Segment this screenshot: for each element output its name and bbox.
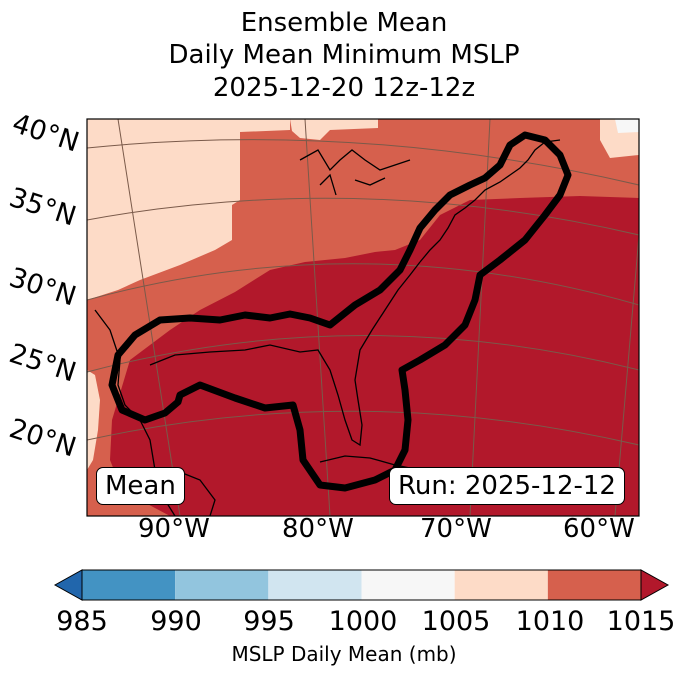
mslp-field-1000-ne (615, 119, 639, 133)
colorbar-label: MSLP Daily Mean (mb) (231, 642, 457, 666)
lat-line-25 (87, 335, 639, 373)
yucatan-coast (174, 469, 216, 516)
mean-label-box: Mean (96, 467, 185, 505)
lat-line-40 (87, 139, 639, 186)
cbar-under-arrow (53, 569, 83, 601)
title-line-1: Ensemble Mean (240, 8, 448, 38)
cbar-tick-995: 995 (243, 606, 295, 637)
east-coast (419, 139, 561, 263)
cbar-tick-990: 990 (150, 606, 202, 637)
cbar-tick-1005: 1005 (421, 606, 491, 637)
lon-line-90 (117, 119, 181, 516)
lat-line-20 (87, 410, 639, 446)
lon-label-70: 70°W (420, 514, 492, 544)
colorbar (53, 569, 670, 601)
title-line-3: 2025-12-20 12z-12z (212, 73, 476, 103)
cbar-tick-985: 985 (56, 606, 108, 637)
louisiana-florida-coast (149, 261, 421, 447)
graticule (87, 119, 639, 516)
cuba-coast (319, 455, 421, 471)
cbar-over-arrow (640, 569, 670, 601)
probability-contour (108, 131, 572, 492)
cbar-frame (81, 569, 642, 601)
cbar-segment-1005 (454, 570, 548, 600)
run-date-box: Run: 2025-12-12 (389, 467, 625, 505)
mslp-field-1005-west (87, 119, 290, 300)
cbar-segment-990 (175, 570, 269, 600)
cbar-segment-985 (82, 570, 176, 600)
lon-line-70 (469, 119, 491, 516)
lon-label-60: 60°W (563, 514, 635, 544)
map-frame (86, 118, 640, 517)
lat-line-30 (87, 263, 639, 306)
great-lakes-coast (299, 149, 411, 196)
lon-label-90: 90°W (138, 514, 210, 544)
cbar-tick-1000: 1000 (328, 606, 398, 637)
map-area (87, 119, 639, 516)
mslp-field-1005-north (290, 119, 378, 140)
cbar-segment-1010 (547, 570, 641, 600)
lat-line-35 (87, 197, 639, 236)
cbar-tick-1010: 1010 (515, 606, 585, 637)
title-line-2: Daily Mean Minimum MSLP (168, 40, 520, 70)
mslp-field-1005-west-low (87, 370, 100, 470)
cbar-segment-995 (268, 570, 362, 600)
lon-label-80: 80°W (282, 514, 354, 544)
cbar-segment-1000 (361, 570, 455, 600)
cbar-tick-1015: 1015 (606, 606, 676, 637)
